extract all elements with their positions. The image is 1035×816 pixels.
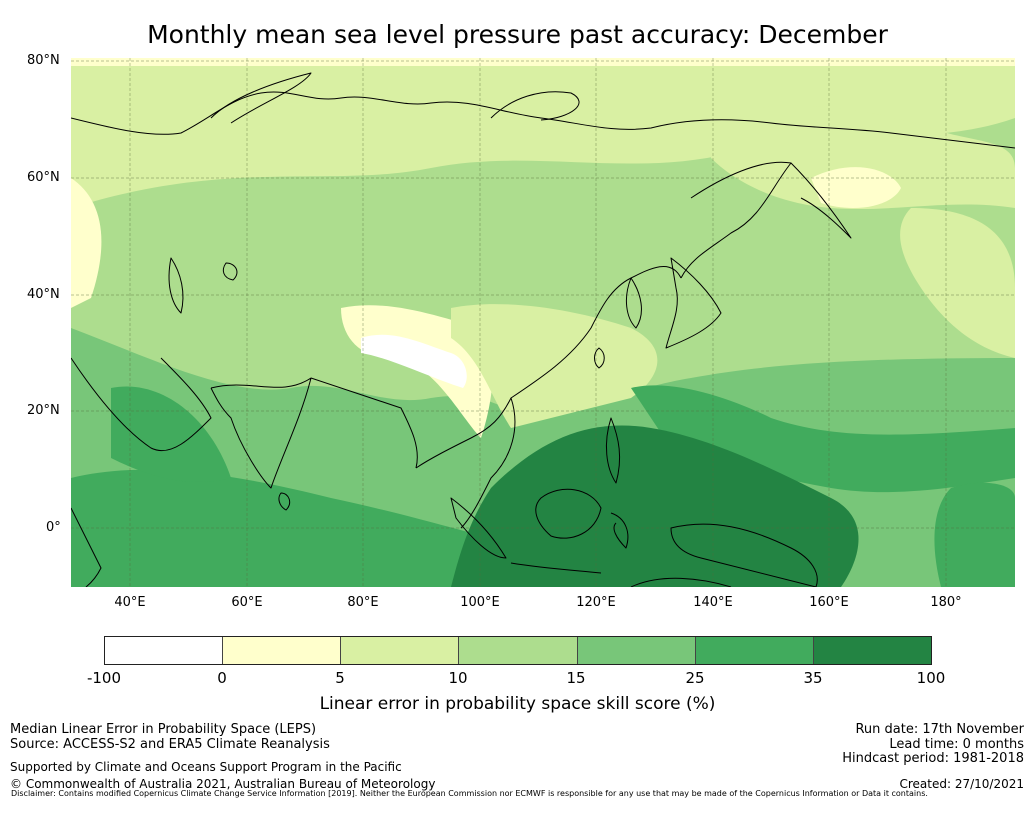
coast-okhotsk xyxy=(680,161,792,279)
footer-support: Supported by Climate and Oceans Support … xyxy=(10,760,402,774)
field-zone-north xyxy=(71,58,1015,208)
footer-lead-time: Lead time: 0 months xyxy=(889,737,1024,752)
coast-java xyxy=(510,562,602,574)
coastlines xyxy=(71,72,1015,587)
coast-arabia xyxy=(71,357,212,452)
coast-new-guinea xyxy=(670,523,818,587)
lon-label-80e: 80°E xyxy=(347,595,379,610)
footer-disclaimer: Disclaimer: Contains modified Copernicus… xyxy=(11,789,928,798)
footer-copyright: © Commonwealth of Australia 2021, Austra… xyxy=(10,777,436,791)
coast-sri-lanka xyxy=(278,492,291,511)
coast-east-africa xyxy=(71,507,102,587)
coast-bay-of-bengal xyxy=(310,377,418,469)
skill-map-canvas xyxy=(71,58,1015,587)
colorbar-tick-neg100: -100 xyxy=(86,669,122,687)
colorbar-segment-4 xyxy=(459,637,578,664)
lon-label-60e: 60°E xyxy=(231,595,263,610)
colorbar-tick-10: 10 xyxy=(448,669,468,687)
colorbar-tick-15: 15 xyxy=(566,669,586,687)
lon-label-120e: 120°E xyxy=(576,595,616,610)
colorbar-tick-100: 100 xyxy=(916,669,946,687)
lon-label-160e: 160°E xyxy=(809,595,849,610)
lat-label-equator: 0° xyxy=(46,520,61,535)
field-zone-west-pale xyxy=(71,178,102,308)
coast-philippines xyxy=(606,417,621,484)
coast-caspian xyxy=(168,257,184,314)
colorbar-tick-25: 25 xyxy=(685,669,705,687)
coast-australia-north xyxy=(630,577,732,587)
coast-india xyxy=(210,377,312,489)
field-zone-north-pale xyxy=(71,58,1015,66)
field-zone-china-light xyxy=(451,304,658,428)
footer-created-date: Created: 27/10/2021 xyxy=(899,777,1024,791)
colorbar-tick-5: 5 xyxy=(335,669,345,687)
coast-indochina xyxy=(415,397,516,529)
graticule xyxy=(71,58,1015,587)
chart-title: Monthly mean sea level pressure past acc… xyxy=(147,20,888,49)
field-zone-indian-ocean xyxy=(71,469,491,587)
colorbar-segment-7 xyxy=(813,637,931,664)
coast-taiwan xyxy=(594,347,605,369)
footer-hindcast-period: Hindcast period: 1981-2018 xyxy=(842,751,1024,766)
coast-kamchatka xyxy=(790,162,852,239)
lon-label-100e: 100°E xyxy=(460,595,500,610)
colorbar-label: Linear error in probability space skill … xyxy=(319,694,716,714)
lat-label-60n: 60°N xyxy=(27,170,60,185)
field-zone-arabia xyxy=(111,386,231,482)
field-zone-siberia xyxy=(711,105,1015,210)
coast-japan xyxy=(665,257,722,349)
coast-taimyr xyxy=(490,91,580,121)
coast-china-east xyxy=(510,265,682,399)
coast-sumatra xyxy=(450,497,507,559)
footer-run-date: Run date: 17th November xyxy=(855,722,1024,737)
colorbar-segment-3 xyxy=(341,637,460,664)
colorbar-segment-5 xyxy=(577,637,696,664)
coast-borneo xyxy=(535,488,602,539)
footer-source: Source: ACCESS-S2 and ERA5 Climate Reana… xyxy=(10,737,330,752)
skill-map xyxy=(71,58,1015,587)
field-zone-east-dark xyxy=(934,482,1015,587)
lon-label-180: 180° xyxy=(930,595,962,610)
footer-method: Median Linear Error in Probability Space… xyxy=(10,722,317,737)
coast-sulawesi xyxy=(610,512,629,549)
lat-label-20n: 20°N xyxy=(27,403,60,418)
lat-label-40n: 40°N xyxy=(27,287,60,302)
colorbar-tick-35: 35 xyxy=(803,669,823,687)
field-zone-maritime-continent xyxy=(451,425,859,587)
coast-korea xyxy=(625,277,642,329)
field-zone-kamchatka-pale xyxy=(811,167,901,208)
colorbar-segment-2 xyxy=(223,637,342,664)
field-zone-pacific-light xyxy=(900,208,1015,358)
colorbar-segment-1 xyxy=(105,637,224,664)
colorbar xyxy=(104,636,932,665)
coast-aral xyxy=(222,262,238,281)
colorbar-tick-0: 0 xyxy=(217,669,227,687)
colorbar-segment-6 xyxy=(695,637,814,664)
lon-label-140e: 140°E xyxy=(693,595,733,610)
field-zone-tibet-white xyxy=(361,334,467,388)
lon-label-40e: 40°E xyxy=(114,595,146,610)
coast-novaya-zemlya xyxy=(210,72,312,124)
field-zone-west-pacific xyxy=(631,385,1015,493)
lat-label-80n: 80°N xyxy=(27,53,60,68)
